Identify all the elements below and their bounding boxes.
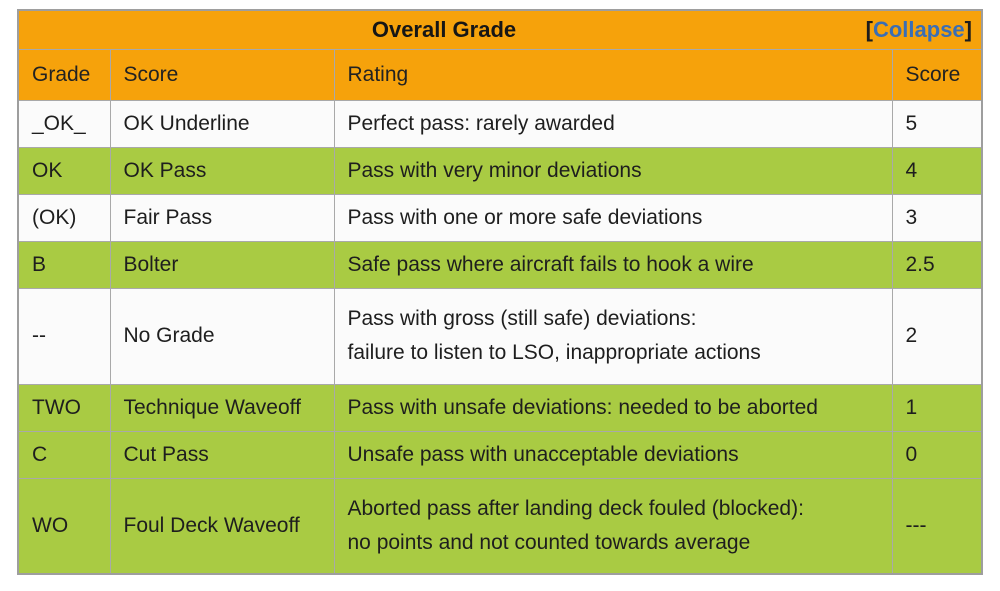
score-value-cell: 0 <box>891 430 983 479</box>
score-value-cell: 5 <box>891 99 983 148</box>
col-header-rating: Rating <box>333 48 893 101</box>
score-value-cell: 3 <box>891 193 983 242</box>
score-name-cell: OK Underline <box>109 99 335 148</box>
collapse-bracket-close: ] <box>964 16 972 42</box>
score-name-cell: No Grade <box>109 287 335 385</box>
score-value-cell: --- <box>891 477 983 575</box>
overall-grade-table: Overall Grade [Collapse] Grade Score Rat… <box>17 9 983 575</box>
table-title: Overall Grade <box>371 16 517 42</box>
rating-cell: Pass with unsafe deviations: needed to b… <box>333 383 893 432</box>
grade-cell: TWO <box>17 383 111 432</box>
score-name-cell: Foul Deck Waveoff <box>109 477 335 575</box>
score-value-cell: 1 <box>891 383 983 432</box>
score-value-cell: 2.5 <box>891 240 983 289</box>
score-name-cell: Fair Pass <box>109 193 335 242</box>
collapse-link[interactable]: [Collapse] <box>866 17 972 43</box>
rating-cell: Pass with gross (still safe) deviations:… <box>333 287 893 385</box>
col-header-grade: Grade <box>17 48 111 101</box>
rating-cell: Perfect pass: rarely awarded <box>333 99 893 148</box>
table-row: WO Foul Deck Waveoff Aborted pass after … <box>17 477 983 575</box>
rating-cell: Pass with one or more safe deviations <box>333 193 893 242</box>
grade-cell: C <box>17 430 111 479</box>
rating-cell: Pass with very minor deviations <box>333 146 893 195</box>
rating-cell: Safe pass where aircraft fails to hook a… <box>333 240 893 289</box>
grade-cell: -- <box>17 287 111 385</box>
score-name-cell: Technique Waveoff <box>109 383 335 432</box>
table-title-cell: Overall Grade [Collapse] <box>17 9 983 50</box>
table-row: _OK_ OK Underline Perfect pass: rarely a… <box>17 99 983 148</box>
table-title-row: Overall Grade [Collapse] <box>17 9 983 50</box>
collapse-label[interactable]: Collapse <box>872 16 965 42</box>
grade-cell: B <box>17 240 111 289</box>
table-row: -- No Grade Pass with gross (still safe)… <box>17 287 983 385</box>
col-header-score: Score <box>891 48 983 101</box>
score-value-cell: 2 <box>891 287 983 385</box>
score-name-cell: Cut Pass <box>109 430 335 479</box>
table-row: TWO Technique Waveoff Pass with unsafe d… <box>17 383 983 432</box>
table-row: OK OK Pass Pass with very minor deviatio… <box>17 146 983 195</box>
score-name-cell: Bolter <box>109 240 335 289</box>
score-value-cell: 4 <box>891 146 983 195</box>
grade-cell: (OK) <box>17 193 111 242</box>
table-row: B Bolter Safe pass where aircraft fails … <box>17 240 983 289</box>
rating-cell: Unsafe pass with unacceptable deviations <box>333 430 893 479</box>
grade-cell: _OK_ <box>17 99 111 148</box>
grade-cell: WO <box>17 477 111 575</box>
table-row: C Cut Pass Unsafe pass with unacceptable… <box>17 430 983 479</box>
score-name-cell: OK Pass <box>109 146 335 195</box>
table-row: (OK) Fair Pass Pass with one or more saf… <box>17 193 983 242</box>
col-header-score-name: Score <box>109 48 335 101</box>
collapse-bracket-open: [ <box>865 16 873 42</box>
column-header-row: Grade Score Rating Score <box>17 48 983 101</box>
grade-cell: OK <box>17 146 111 195</box>
rating-cell: Aborted pass after landing deck fouled (… <box>333 477 893 575</box>
